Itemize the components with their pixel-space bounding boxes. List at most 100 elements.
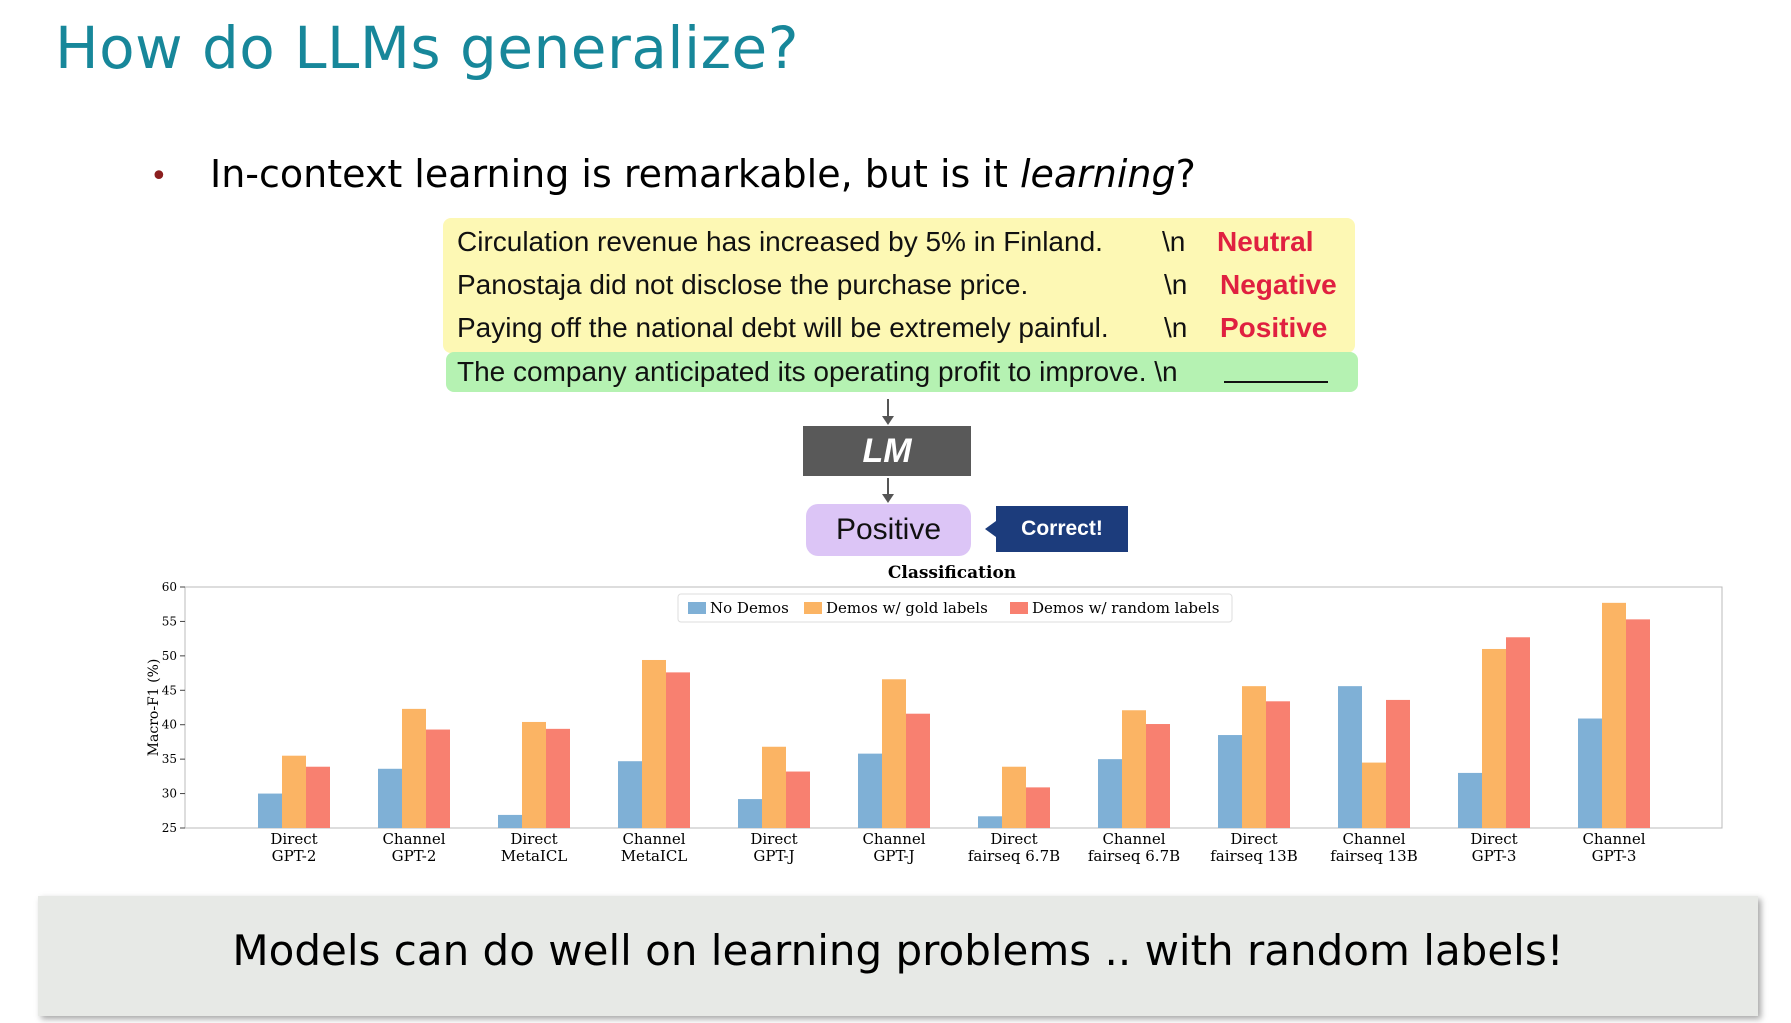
y-tick-label: 55 <box>162 614 177 628</box>
y-tick-label: 60 <box>162 580 177 594</box>
bar-no-demos <box>618 761 642 828</box>
y-tick-label: 50 <box>162 649 177 663</box>
bar-demos-w-gold-labels <box>642 659 666 828</box>
x-tick-label-line1: Direct <box>270 830 317 848</box>
example-label: Positive <box>1220 312 1328 343</box>
x-tick-label-line1: Channel <box>1582 830 1645 848</box>
example-row: Panostaja did not disclose the purchase … <box>457 265 1337 305</box>
legend-swatch <box>688 602 706 614</box>
bullet-text-start: In-context learning is remarkable, but i… <box>210 152 1020 196</box>
legend-box <box>677 593 1233 623</box>
x-tick-label-line1: Direct <box>750 830 797 848</box>
legend-entry: Demos w/ gold labels <box>826 599 988 617</box>
bullet-point: • In-context learning is remarkable, but … <box>150 152 1196 196</box>
bar-no-demos <box>738 799 762 828</box>
bullet-text-end: ? <box>1175 152 1196 196</box>
x-tick-label-line1: Direct <box>1230 830 1277 848</box>
x-tick-label-line2: fairseq 6.7B <box>968 847 1060 865</box>
bar-no-demos <box>1098 759 1122 828</box>
chart-title: Classification <box>888 563 1016 583</box>
bar-demos-w-random-labels <box>1026 787 1050 828</box>
legend-swatch <box>1010 602 1028 614</box>
bar-demos-w-gold-labels <box>762 746 786 828</box>
bar-demos-w-gold-labels <box>1122 710 1146 828</box>
bar-demos-w-random-labels <box>1146 724 1170 828</box>
arrow-to-prediction <box>887 478 889 494</box>
example-text: Paying off the national debt will be ext… <box>457 312 1109 343</box>
arrow-to-lm <box>887 399 889 416</box>
bar-demos-w-gold-labels <box>1602 602 1626 828</box>
query-text: The company anticipated its operating pr… <box>457 356 1178 387</box>
example-text: Circulation revenue has increased by 5% … <box>457 226 1103 257</box>
x-tick-label-line2: fairseq 6.7B <box>1088 847 1180 865</box>
legend-swatch <box>804 602 822 614</box>
x-tick-label-line2: GPT-3 <box>1472 847 1517 865</box>
arrow-head-icon <box>882 416 894 425</box>
bar-no-demos <box>378 768 402 828</box>
y-tick-label: 40 <box>162 718 177 732</box>
y-tick-label: 35 <box>162 752 177 766</box>
bar-no-demos <box>1218 735 1242 828</box>
arrow-head-icon <box>882 494 894 503</box>
legend-entry: Demos w/ random labels <box>1032 599 1219 617</box>
bar-demos-w-gold-labels <box>1002 766 1026 828</box>
bar-no-demos <box>978 816 1002 828</box>
bar-no-demos <box>1578 718 1602 828</box>
bar-demos-w-random-labels <box>1506 637 1530 828</box>
bar-demos-w-random-labels <box>906 713 930 828</box>
x-tick-label-line1: Channel <box>1342 830 1405 848</box>
bar-demos-w-random-labels <box>1626 619 1650 828</box>
newline-token: \n <box>1164 312 1188 343</box>
x-tick-label-line2: GPT-3 <box>1592 847 1637 865</box>
bar-no-demos <box>498 814 522 828</box>
bar-demos-w-random-labels <box>786 771 810 828</box>
bar-demos-w-gold-labels <box>522 721 546 828</box>
slide-title: How do LLMs generalize? <box>55 14 800 82</box>
answer-blank <box>1224 381 1328 383</box>
x-tick-label-line2: GPT-2 <box>392 847 437 865</box>
x-tick-label-line1: Channel <box>862 830 925 848</box>
bar-demos-w-random-labels <box>1386 699 1410 828</box>
bar-no-demos <box>258 793 282 828</box>
example-label: Neutral <box>1217 226 1314 257</box>
callout-pointer-icon <box>985 521 996 537</box>
x-tick-label-line1: Direct <box>990 830 1037 848</box>
x-tick-label-line1: Channel <box>1102 830 1165 848</box>
query-row: The company anticipated its operating pr… <box>457 352 1178 392</box>
bar-demos-w-random-labels <box>1266 701 1290 828</box>
x-tick-label-line1: Channel <box>622 830 685 848</box>
bar-demos-w-random-labels <box>426 729 450 828</box>
bar-demos-w-random-labels <box>306 766 330 828</box>
bar-demos-w-random-labels <box>666 672 690 828</box>
bar-no-demos <box>1458 772 1482 828</box>
correct-callout: Correct! <box>996 506 1128 552</box>
y-tick-label: 25 <box>162 821 177 835</box>
takeaway-banner: Models can do well on learning problems … <box>38 896 1758 1016</box>
bullet-dot-icon: • <box>150 159 168 194</box>
example-row: Paying off the national debt will be ext… <box>457 308 1327 348</box>
y-tick-label: 30 <box>162 787 177 801</box>
example-text: Panostaja did not disclose the purchase … <box>457 269 1029 300</box>
newline-token: \n <box>1164 269 1188 300</box>
y-tick-label: 45 <box>162 683 177 697</box>
y-axis-label: Macro-F1 (%) <box>146 659 162 757</box>
bar-no-demos <box>858 753 882 828</box>
demo-examples-box <box>443 218 1355 353</box>
example-row: Circulation revenue has increased by 5% … <box>457 222 1313 262</box>
legend-entry: No Demos <box>710 599 789 617</box>
x-tick-label-line1: Direct <box>510 830 557 848</box>
takeaway-text: Models can do well on learning problems … <box>232 926 1564 975</box>
x-tick-label-line2: GPT-2 <box>272 847 317 865</box>
example-label: Negative <box>1220 269 1337 300</box>
x-tick-label-line2: fairseq 13B <box>1330 847 1418 865</box>
x-tick-label-line1: Channel <box>382 830 445 848</box>
bar-demos-w-gold-labels <box>1482 648 1506 828</box>
x-tick-label-line1: Direct <box>1470 830 1517 848</box>
prediction-box: Positive <box>806 504 971 556</box>
language-model-box: LM <box>803 426 971 476</box>
x-tick-label-line2: GPT-J <box>753 847 794 865</box>
bar-demos-w-gold-labels <box>282 755 306 828</box>
plot-frame <box>184 586 1723 829</box>
bar-demos-w-gold-labels <box>402 708 426 828</box>
query-box <box>446 352 1358 392</box>
